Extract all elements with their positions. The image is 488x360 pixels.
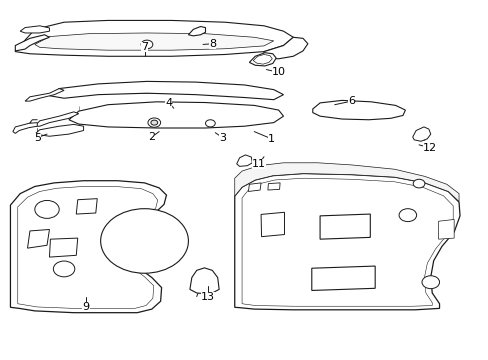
- Text: 9: 9: [82, 302, 89, 312]
- Text: 1: 1: [267, 134, 274, 144]
- Text: 12: 12: [422, 143, 436, 153]
- Polygon shape: [236, 155, 252, 166]
- Circle shape: [421, 276, 439, 289]
- Text: 6: 6: [347, 96, 355, 106]
- Polygon shape: [412, 127, 430, 141]
- Polygon shape: [249, 53, 276, 66]
- Polygon shape: [35, 33, 273, 50]
- Polygon shape: [25, 89, 64, 101]
- Polygon shape: [10, 181, 166, 313]
- Polygon shape: [69, 102, 283, 128]
- Circle shape: [412, 179, 424, 188]
- Polygon shape: [35, 125, 83, 136]
- Polygon shape: [242, 178, 452, 306]
- Circle shape: [53, 261, 75, 277]
- Circle shape: [141, 40, 153, 49]
- Polygon shape: [18, 186, 158, 309]
- Polygon shape: [35, 112, 79, 126]
- Polygon shape: [15, 21, 293, 56]
- Text: 8: 8: [209, 39, 216, 49]
- Polygon shape: [49, 81, 283, 100]
- Text: 2: 2: [148, 132, 155, 142]
- Polygon shape: [27, 229, 49, 248]
- Polygon shape: [20, 26, 49, 33]
- Text: 7: 7: [141, 42, 148, 52]
- Polygon shape: [253, 54, 272, 64]
- Polygon shape: [320, 214, 369, 239]
- Polygon shape: [234, 174, 459, 310]
- Text: 13: 13: [201, 292, 215, 302]
- Text: 5: 5: [34, 133, 41, 143]
- Polygon shape: [234, 163, 458, 202]
- Polygon shape: [189, 268, 219, 294]
- Polygon shape: [49, 238, 78, 257]
- Polygon shape: [13, 123, 37, 134]
- Text: 11: 11: [252, 159, 265, 169]
- Polygon shape: [311, 266, 374, 291]
- Polygon shape: [15, 35, 49, 51]
- Polygon shape: [76, 199, 97, 214]
- Polygon shape: [264, 37, 307, 59]
- Text: 10: 10: [271, 67, 285, 77]
- Polygon shape: [248, 183, 261, 192]
- Polygon shape: [267, 183, 280, 190]
- Polygon shape: [261, 212, 284, 237]
- Text: 4: 4: [165, 98, 172, 108]
- Text: 3: 3: [219, 133, 225, 143]
- Polygon shape: [438, 220, 453, 239]
- Polygon shape: [312, 100, 405, 120]
- Circle shape: [101, 209, 188, 273]
- Circle shape: [148, 118, 160, 127]
- Circle shape: [35, 201, 59, 219]
- Circle shape: [398, 209, 416, 222]
- Polygon shape: [188, 27, 205, 36]
- Circle shape: [205, 120, 215, 127]
- Circle shape: [151, 120, 158, 125]
